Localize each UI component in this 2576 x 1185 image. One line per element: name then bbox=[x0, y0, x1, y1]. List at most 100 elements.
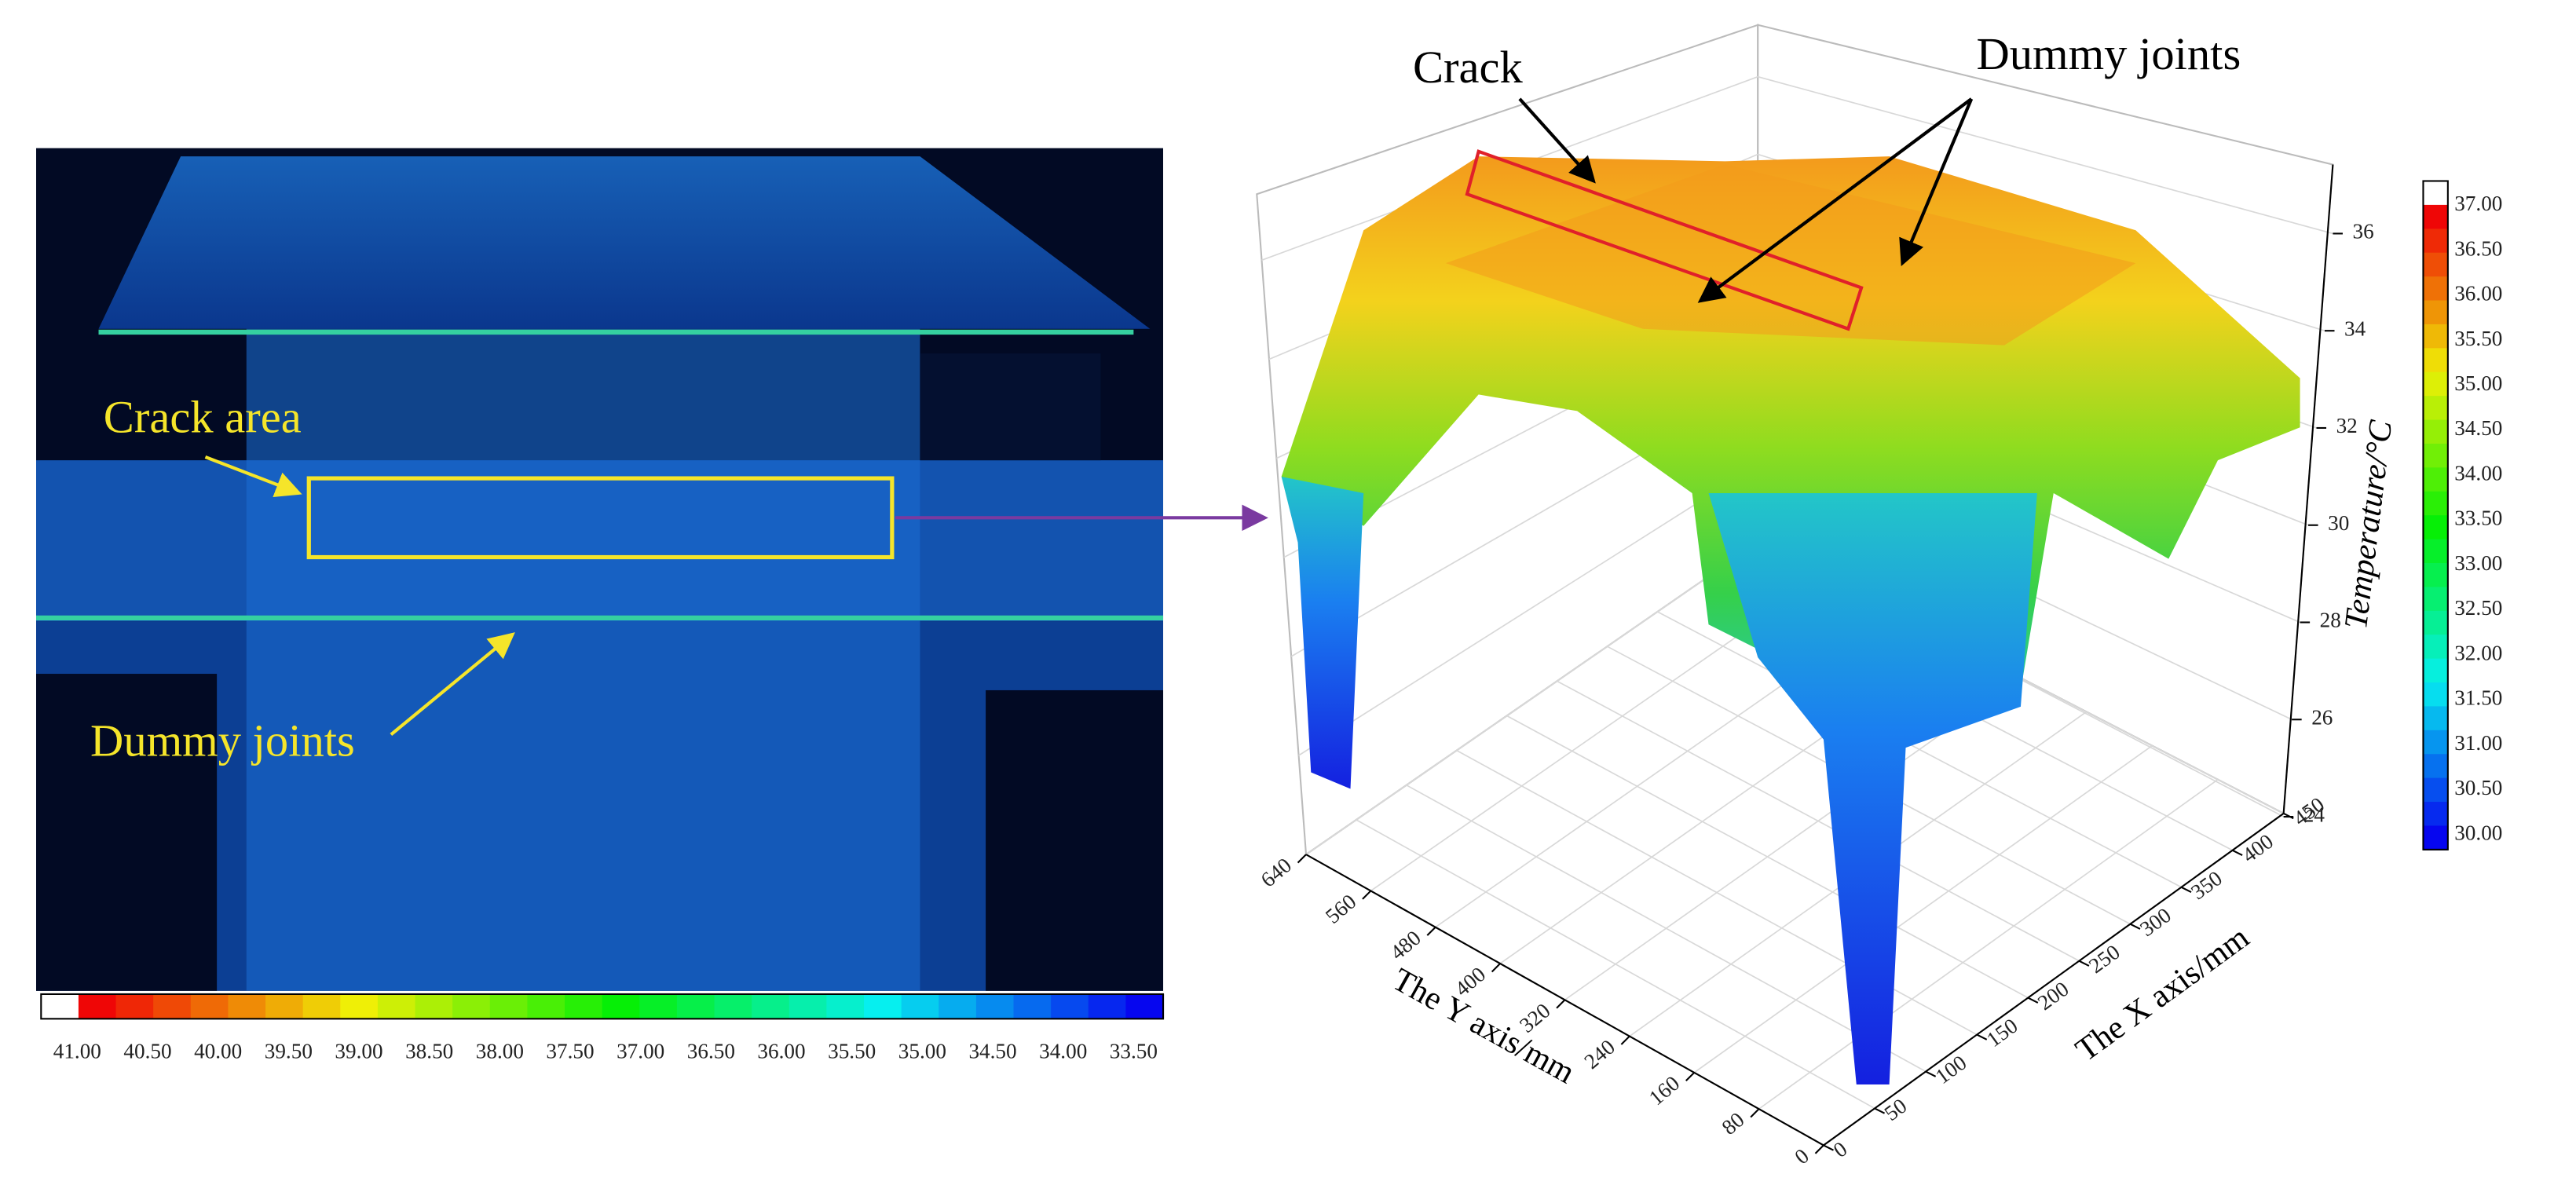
grid-line bbox=[1758, 75, 2333, 235]
z-tick-label: 24 bbox=[2303, 803, 2325, 826]
colorbar-segment bbox=[2423, 706, 2448, 731]
colorbar-segment bbox=[78, 993, 117, 1019]
colorbar-segment bbox=[2423, 229, 2448, 254]
colorbar-tick-label: 36.00 bbox=[2454, 282, 2502, 305]
colorbar-tick-label: 36.50 bbox=[2454, 236, 2502, 260]
annotation: Crack bbox=[1413, 42, 1524, 93]
colorbar-segment bbox=[864, 993, 902, 1019]
colorbar-tick-label: 34.50 bbox=[2454, 416, 2502, 440]
colorbar-tick-label: 30.50 bbox=[2454, 776, 2502, 799]
tick bbox=[1491, 963, 1501, 973]
colorbar-segment bbox=[415, 993, 454, 1019]
colorbar-segment bbox=[2423, 587, 2448, 612]
colorbar-tick-label: 35.50 bbox=[828, 1040, 876, 1063]
z-tick-label: 34 bbox=[2344, 316, 2366, 340]
colorbar-tick-label: 35.00 bbox=[898, 1040, 946, 1063]
colorbar-tick-label: 33.50 bbox=[1110, 1040, 1158, 1063]
tick bbox=[1426, 926, 1436, 936]
z-tick-label: 26 bbox=[2311, 706, 2333, 730]
y-tick-label: 480 bbox=[1385, 926, 1425, 964]
colorbar-segment bbox=[2423, 515, 2448, 540]
y-tick-label: 0 bbox=[1790, 1144, 1813, 1169]
colorbar-frame bbox=[2422, 180, 2449, 850]
label: Crack area bbox=[104, 392, 302, 443]
tick bbox=[1925, 1070, 1937, 1077]
colorbar-tick-label: 35.50 bbox=[2454, 327, 2502, 350]
colorbar-segment bbox=[565, 993, 603, 1019]
tick bbox=[1620, 1035, 1630, 1045]
right-colorbar: 37.00 36.50 36.00 35.50 35.00 34.50 34.00 33.50… bbox=[2422, 180, 2502, 850]
tick bbox=[2129, 923, 2141, 930]
colorbar-segment bbox=[489, 993, 529, 1019]
grid-line bbox=[1758, 779, 2219, 1110]
colorbar-tick-label: 41.00 bbox=[53, 1040, 101, 1063]
colorbar-segment bbox=[302, 993, 342, 1019]
tick bbox=[2078, 960, 2090, 967]
colorbar-segment bbox=[2423, 777, 2448, 803]
colorbar-segment bbox=[265, 993, 304, 1019]
colorbar-segment bbox=[2423, 825, 2448, 850]
colorbar-tick-label: 36.50 bbox=[687, 1040, 735, 1063]
z-tick-label: 32 bbox=[2336, 414, 2358, 437]
colorbar-segment bbox=[2423, 635, 2448, 660]
grid-line bbox=[1298, 464, 1758, 756]
colorbar-segment bbox=[789, 993, 828, 1019]
colorbar-tick-label: 32.00 bbox=[2454, 641, 2502, 664]
colorbar-segment bbox=[1088, 993, 1127, 1019]
tick bbox=[1362, 890, 1372, 900]
grid-line bbox=[1693, 744, 2153, 1073]
colorbar-segment bbox=[2423, 204, 2448, 230]
tick bbox=[1297, 854, 1307, 864]
tick bbox=[1823, 1144, 1834, 1151]
colorbar-segment bbox=[452, 993, 491, 1019]
colorbar-segment bbox=[340, 993, 379, 1019]
colorbar-tick-label: 31.00 bbox=[2454, 731, 2502, 755]
colorbar-segment bbox=[2423, 252, 2448, 278]
colorbar-segment bbox=[2423, 754, 2448, 779]
colorbar-segment bbox=[602, 993, 641, 1019]
colorbar-tick-label: 40.00 bbox=[194, 1040, 242, 1063]
tick bbox=[2283, 812, 2294, 820]
colorbar-tick-label: 33.50 bbox=[2454, 507, 2502, 530]
colorbar-segment bbox=[2423, 348, 2448, 373]
colorbar-tick-label: 30.00 bbox=[2454, 821, 2502, 844]
colorbar-tick-label: 38.50 bbox=[405, 1040, 453, 1063]
tick bbox=[1874, 1107, 1886, 1114]
colorbar-segment bbox=[2423, 658, 2448, 684]
colorbar-segment bbox=[115, 993, 155, 1019]
colorbar-segment bbox=[2423, 443, 2448, 469]
colorbar-segment bbox=[153, 993, 192, 1019]
colorbar-segment bbox=[2423, 371, 2448, 397]
grid-line bbox=[1557, 680, 2080, 962]
colorbar-segment bbox=[527, 993, 566, 1019]
colorbar-tick-label: 35.00 bbox=[2454, 371, 2502, 395]
colorbar-segment bbox=[2423, 181, 2448, 206]
colorbar-segment bbox=[826, 993, 865, 1019]
colorbar-segment bbox=[190, 993, 229, 1019]
y-tick-label: 160 bbox=[1645, 1071, 1685, 1110]
tick bbox=[2232, 849, 2243, 857]
colorbar-tick-label: 36.00 bbox=[757, 1040, 805, 1063]
colorbar-segment bbox=[901, 993, 940, 1019]
colorbar-segment bbox=[41, 993, 79, 1019]
grid-line bbox=[1506, 715, 2029, 999]
y-tick-label: 560 bbox=[1321, 890, 1361, 928]
grid-line bbox=[1657, 611, 2182, 888]
colorbar-segment bbox=[2423, 730, 2448, 755]
left-colorbar: 41.00 40.50 40.00 39.50 39.00 38.50 38.00 37.50… bbox=[40, 993, 1165, 1063]
tick bbox=[1750, 1108, 1760, 1118]
colorbar-segment bbox=[2423, 419, 2448, 445]
z-tick-label: 28 bbox=[2320, 609, 2341, 632]
surface-plot: Crack Dummy joints Temperature/°C The Y … bbox=[1256, 24, 2399, 1147]
colorbar-segment bbox=[2423, 610, 2448, 636]
colorbar-segment bbox=[639, 993, 678, 1019]
colorbar-segment bbox=[939, 993, 977, 1019]
colorbar-tick-label: 33.00 bbox=[2454, 551, 2502, 575]
colorbar-tick-label: 37.50 bbox=[546, 1040, 594, 1063]
tick bbox=[1814, 1144, 1824, 1154]
tick bbox=[1556, 999, 1566, 1009]
grid-line bbox=[1356, 819, 1875, 1110]
colorbar-segment bbox=[1125, 993, 1165, 1019]
grid-line bbox=[1406, 785, 1927, 1073]
